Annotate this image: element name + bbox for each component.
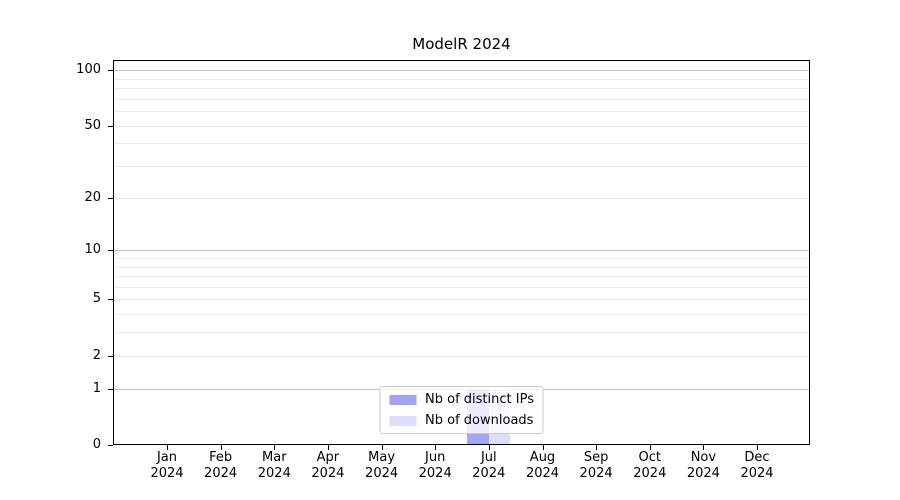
gridline-minor [113,299,810,301]
x-axis-tick [220,445,222,450]
gridline-minor [113,197,810,199]
gridline-minor [113,111,810,112]
y-axis-tick [108,388,113,390]
y-axis-tick-label: 20 [84,189,101,205]
gridline-minor [113,257,810,259]
y-axis-tick [108,125,113,127]
x-axis-tick-label: Nov 2024 [686,450,720,481]
legend: Nb of distinct IPs Nb of downloads [379,386,544,434]
y-axis-tick-label: 50 [84,117,101,133]
gridline-major [113,70,810,71]
x-axis-tick-label: Apr 2024 [311,450,345,481]
legend-swatch [389,394,417,405]
x-axis-tick-label: Jul 2024 [472,450,506,481]
gridline-minor [113,87,810,89]
legend-label: Nb of downloads [425,413,534,428]
x-axis-tick [703,445,705,450]
y-axis-tick-label: 2 [92,347,101,363]
x-axis-tick [596,445,598,450]
x-axis-tick [649,445,651,450]
x-axis-tick-label: May 2024 [365,450,399,481]
x-axis-tick-label: Dec 2024 [740,450,774,481]
gridline-minor [113,166,810,167]
legend-label: Nb of distinct IPs [425,392,534,407]
x-axis-tick [327,445,329,450]
y-axis-tick [108,355,113,357]
x-axis-tick [435,445,437,450]
gridline-minor [113,355,810,357]
x-axis-tick [381,445,383,450]
gridline-minor [113,266,810,268]
gridline-minor [113,286,810,288]
gridline-minor [113,98,810,100]
x-axis-tick [274,445,276,450]
x-axis-tick-label: Sep 2024 [579,450,613,481]
x-axis-tick [488,445,490,450]
y-axis-tick [108,70,113,71]
x-axis-tick-label: Mar 2024 [257,450,291,481]
gridline-minor [113,78,810,80]
y-axis-tick-label: 0 [92,437,101,452]
gridline-minor [113,314,810,316]
y-axis-tick [108,445,113,446]
legend-item: Nb of downloads [389,412,534,429]
gridline-minor [113,276,810,277]
gridline-major [113,250,810,252]
y-axis-tick-label: 1 [92,380,101,396]
x-axis-tick [757,445,758,450]
y-axis-tick-label: 100 [76,62,101,77]
x-axis-tick [542,445,544,450]
x-axis-tick [167,445,168,450]
y-axis-tick-label: 10 [84,242,101,258]
gridline-minor [113,143,810,145]
x-axis-tick-label: Feb 2024 [204,450,238,481]
chart-title: ModelR 2024 [412,35,511,53]
gridline-minor [113,125,810,127]
y-axis-tick [108,250,113,252]
x-axis-tick-label: Aug 2024 [525,450,560,481]
legend-item: Nb of distinct IPs [389,391,534,408]
legend-swatch [389,415,417,426]
y-axis-tick [108,197,113,199]
y-axis-tick-label: 5 [92,291,101,307]
x-axis-tick-label: Jun 2024 [418,450,452,481]
y-axis-tick [108,299,113,301]
x-axis-tick-label: Jan 2024 [150,450,184,481]
plot-area: Nb of distinct IPs Nb of downloads [113,60,810,445]
gridline-minor [113,332,810,334]
x-axis-tick-label: Oct 2024 [633,450,667,481]
